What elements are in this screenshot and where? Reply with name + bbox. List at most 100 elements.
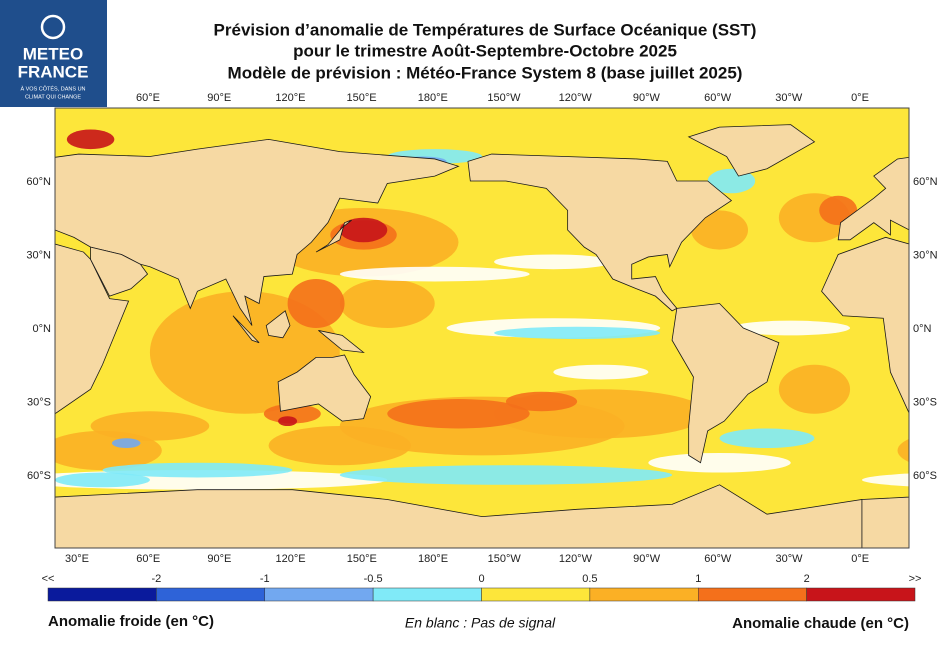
anomaly-patch (897, 438, 909, 463)
longitude-label: 150°E (347, 92, 377, 104)
longitude-label: 180°E (418, 92, 448, 104)
anomaly-patch (494, 326, 661, 340)
latitude-label: 60°S (913, 470, 937, 482)
anomaly-patch (861, 473, 909, 487)
colorbar-segment (698, 587, 807, 602)
land (467, 153, 733, 312)
land (90, 246, 149, 297)
anomaly-patch (719, 428, 815, 449)
anomaly-patch (731, 320, 851, 336)
longitude-label: 150°W (487, 92, 521, 104)
logo-slogan: À VOS CÔTÉS, DANS UN (20, 85, 85, 92)
map-frame (54, 107, 910, 549)
land (55, 484, 863, 548)
cold-label: Anomalie froide (en °C) (48, 613, 214, 630)
longitude-label: 120°E (275, 92, 305, 104)
logo-slogan: CLIMAT QUI CHANGE (25, 94, 81, 100)
colorbar-tick-label: 0.5 (582, 573, 597, 585)
colorbar-tick-label: 1 (695, 573, 701, 585)
longitude-label: 60°E (136, 92, 160, 104)
anomaly-patch (111, 438, 141, 449)
colorbar-segment (372, 587, 482, 602)
longitude-label: 30°E (65, 553, 89, 565)
logo-line1: METEO (23, 44, 83, 63)
colorbar-tick-label: -2 (151, 573, 161, 585)
anomaly-patch (287, 279, 345, 328)
latitude-label: 0°N (913, 323, 932, 335)
anomaly-patch (263, 403, 321, 424)
colorbar-tick-label: >> (909, 573, 922, 585)
latitude-label: 60°N (26, 176, 51, 188)
longitude-label: 90°E (207, 553, 231, 565)
anomaly-patch (945, 411, 949, 440)
anomaly-patch (387, 399, 530, 429)
land (945, 247, 949, 296)
logo-icon (40, 14, 66, 40)
land (55, 138, 460, 326)
colorbar-tick-label: -0.5 (364, 573, 383, 585)
colorbar-segment (589, 587, 699, 602)
anomaly-patch (921, 130, 949, 150)
anomaly-patch (494, 254, 613, 270)
latitude-label: 30°S (27, 396, 51, 408)
anomaly-patch (55, 472, 150, 488)
anomaly-patch (90, 411, 210, 441)
colorbar-tick-label: 2 (804, 573, 810, 585)
latitude-label: 30°S (913, 396, 937, 408)
colorbar-segment (481, 587, 591, 602)
colorbar-tick-label: << (42, 573, 55, 585)
longitude-label: 150°W (488, 553, 522, 565)
latitude-label: 0°N (33, 323, 52, 335)
longitude-label: 60°W (704, 92, 732, 104)
title-line: Prévision d’anomalie de Températures de … (214, 20, 757, 39)
longitude-label: 0°E (851, 553, 869, 565)
colorbar-segment (47, 587, 157, 602)
longitude-label: 150°E (347, 553, 377, 565)
no-signal-note: En blanc : Pas de signal (405, 615, 556, 631)
land (315, 219, 352, 253)
anomaly-patch (648, 452, 791, 473)
title-line: Modèle de prévision : Météo-France Syste… (228, 63, 743, 82)
longitude-label: 60°W (704, 553, 732, 565)
land (837, 156, 909, 241)
land (265, 310, 291, 339)
title-line: pour le trimestre Août-Septembre-Octobre… (293, 41, 677, 60)
anomaly-patch (278, 416, 298, 426)
logo-box (0, 0, 107, 107)
longitude-label: 90°W (633, 553, 661, 565)
anomaly-patch (339, 279, 435, 328)
colorbar-segment (264, 587, 374, 602)
land (687, 124, 816, 177)
longitude-label: 90°E (207, 92, 231, 104)
land (318, 330, 365, 354)
anomaly-patch (339, 465, 673, 485)
anomaly-patch (553, 364, 649, 380)
land (232, 315, 260, 344)
latitude-label: 60°S (27, 470, 51, 482)
land (277, 354, 372, 422)
anomaly-patch (66, 129, 115, 150)
longitude-label: 120°W (559, 553, 593, 565)
longitude-label: 120°W (559, 92, 593, 104)
longitude-label: 60°E (136, 553, 160, 565)
land (671, 303, 780, 464)
anomaly-patch (268, 426, 411, 466)
longitude-label: 120°E (276, 553, 306, 565)
colorbar-tick-label: -1 (260, 573, 270, 585)
longitude-label: 180°E (418, 553, 448, 565)
map (55, 108, 949, 548)
anomaly-patch (778, 364, 851, 414)
latitude-label: 30°N (26, 249, 51, 261)
warm-label: Anomalie chaude (en °C) (732, 615, 909, 632)
anomaly-patch (102, 462, 293, 478)
longitude-label: 90°W (633, 92, 661, 104)
colorbar-segment (806, 587, 916, 602)
anomaly-patch (691, 210, 749, 250)
land (821, 236, 909, 414)
anomaly-patch (505, 391, 578, 412)
colorbar-tick-label: 0 (478, 573, 484, 585)
latitude-label: 30°N (913, 249, 938, 261)
colorbar-segment (156, 587, 265, 602)
longitude-label: 30°W (775, 92, 803, 104)
